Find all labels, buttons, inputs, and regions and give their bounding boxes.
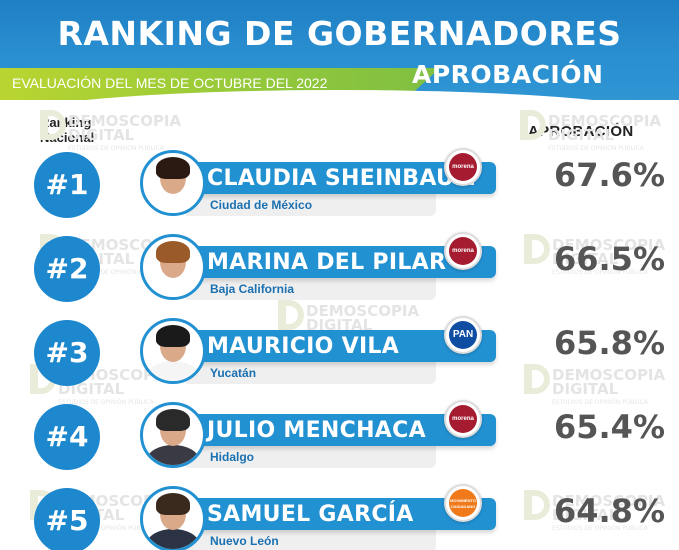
governor-state: Nuevo León [210,534,279,548]
governor-photo [140,150,206,216]
photo-hair [156,409,190,431]
watermark-logo-icon [40,110,66,140]
party-logo: PAN [444,316,482,354]
evaluation-text: EVALUACIÓN DEL MES DE OCTUBRE DEL 2022 [12,75,328,91]
rank-badge: #3 [34,320,100,386]
party-logo: morena [444,148,482,186]
approval-value: 64.8% [553,492,665,530]
party-logo: morena [444,400,482,438]
party-logo-icon: PAN [449,321,477,349]
watermark: DEMOSCOPIA DIGITAL ESTUDIOS DE OPINIÓN P… [524,364,666,410]
governor-state: Ciudad de México [210,198,313,212]
watermark-line3: ESTUDIOS DE OPINIÓN PÚBLICA [552,525,648,532]
governor-state: Hidalgo [210,450,254,464]
watermark-line2: DIGITAL [68,126,135,144]
approval-value: 66.5% [553,240,665,278]
ranking-row: #1 CLAUDIA SHEINBAUM Ciudad de México mo… [0,148,679,230]
watermark-line2: DIGITAL [548,126,615,144]
watermark-logo-icon [524,364,550,394]
watermark-line2: DIGITAL [552,380,619,398]
watermark-line3: ESTUDIOS DE OPINIÓN PÚBLICA [58,399,154,406]
ranking-row: #2 MARINA DEL PILAR Baja California more… [0,232,679,314]
watermark-line1: DEMOSCOPIA [552,366,666,384]
watermark-line1: DEMOSCOPIA [306,302,420,320]
governor-name: JULIO MENCHACA [207,418,426,443]
party-logo-icon: morena [449,237,477,265]
watermark-line1: DEMOSCOPIA [548,112,662,130]
party-logo-icon: morena [449,153,477,181]
party-logo: MOVIMIENTO CIUDADANO [444,484,482,522]
watermark-line1: DEMOSCOPIA [68,112,182,130]
rank-badge: #1 [34,152,100,218]
watermark: DEMOSCOPIA DIGITAL ESTUDIOS DE OPINIÓN P… [524,234,666,280]
photo-body [147,277,199,297]
watermark-line3: ESTUDIOS DE OPINIÓN PÚBLICA [548,145,644,152]
watermark-line3: ESTUDIOS DE OPINIÓN PÚBLICA [552,399,648,406]
watermark-line1: DEMOSCOPIA [552,236,666,254]
photo-body [147,529,199,549]
ranking-row: #5 SAMUEL GARCÍA Nuevo León MOVIMIENTO C… [0,484,679,550]
approval-value: 65.4% [553,408,665,446]
watermark-line3: ESTUDIOS DE OPINIÓN PÚBLICA [68,145,164,152]
photo-body [147,193,199,213]
state-bar [186,278,436,300]
watermark-line2: DIGITAL [552,506,619,524]
watermark: DEMOSCOPIA DIGITAL ESTUDIOS DE OPINIÓN P… [40,110,182,156]
governor-state: Yucatán [210,366,257,380]
rank-badge: #5 [34,488,100,550]
party-logo-icon: morena [449,405,477,433]
party-logo-icon: MOVIMIENTO CIUDADANO [449,489,477,517]
governor-state: Baja California [210,282,295,296]
watermark-line2: DIGITAL [58,380,125,398]
rank-badge: #2 [34,236,100,302]
watermark: DEMOSCOPIA DIGITAL ESTUDIOS DE OPINIÓN P… [524,490,666,536]
photo-hair [156,157,190,179]
photo-hair [156,493,190,515]
watermark-line3: ESTUDIOS DE OPINIÓN PÚBLICA [58,525,154,532]
watermark-logo-icon [520,110,546,140]
party-logo: morena [444,232,482,270]
governor-photo [140,402,206,468]
page-title: RANKING DE GOBERNADORES [57,14,622,53]
watermark-line1: DEMOSCOPIA [552,492,666,510]
state-bar [186,530,436,550]
governor-photo [140,318,206,384]
governor-photo [140,234,206,300]
photo-body [147,361,199,381]
watermark-line2: DIGITAL [306,316,373,334]
rank-badge: #4 [34,404,100,470]
ranking-row: #4 JULIO MENCHACA Hidalgo morena 65.4% [0,400,679,482]
governor-name: MAURICIO VILA [207,334,400,359]
governor-photo [140,486,206,550]
approval-value: 67.6% [553,156,665,194]
approval-column-label: APROBACIÓN [528,123,634,140]
watermark-logo-icon [524,234,550,264]
watermark-line3: ESTUDIOS DE OPINIÓN PÚBLICA [68,269,164,276]
governor-name: MARINA DEL PILAR [207,250,447,275]
approval-heading: APROBACIÓN [412,60,604,89]
photo-hair [156,241,190,263]
watermark-logo-icon [524,490,550,520]
watermark: DEMOSCOPIA DIGITAL ESTUDIOS DE OPINIÓN P… [520,110,662,156]
state-bar [186,446,436,468]
governor-name: SAMUEL GARCÍA [207,502,414,527]
state-bar [186,194,436,216]
ranking-row: #3 MAURICIO VILA Yucatán PAN 65.8% [0,316,679,398]
watermark-line3: ESTUDIOS DE OPINIÓN PÚBLICA [552,269,648,276]
governor-name: CLAUDIA SHEINBAUM [207,166,477,191]
photo-hair [156,325,190,347]
watermark-logo-icon [278,300,304,330]
approval-value: 65.8% [553,324,665,362]
photo-body [147,445,199,465]
state-bar [186,362,436,384]
watermark-line2: DIGITAL [552,250,619,268]
